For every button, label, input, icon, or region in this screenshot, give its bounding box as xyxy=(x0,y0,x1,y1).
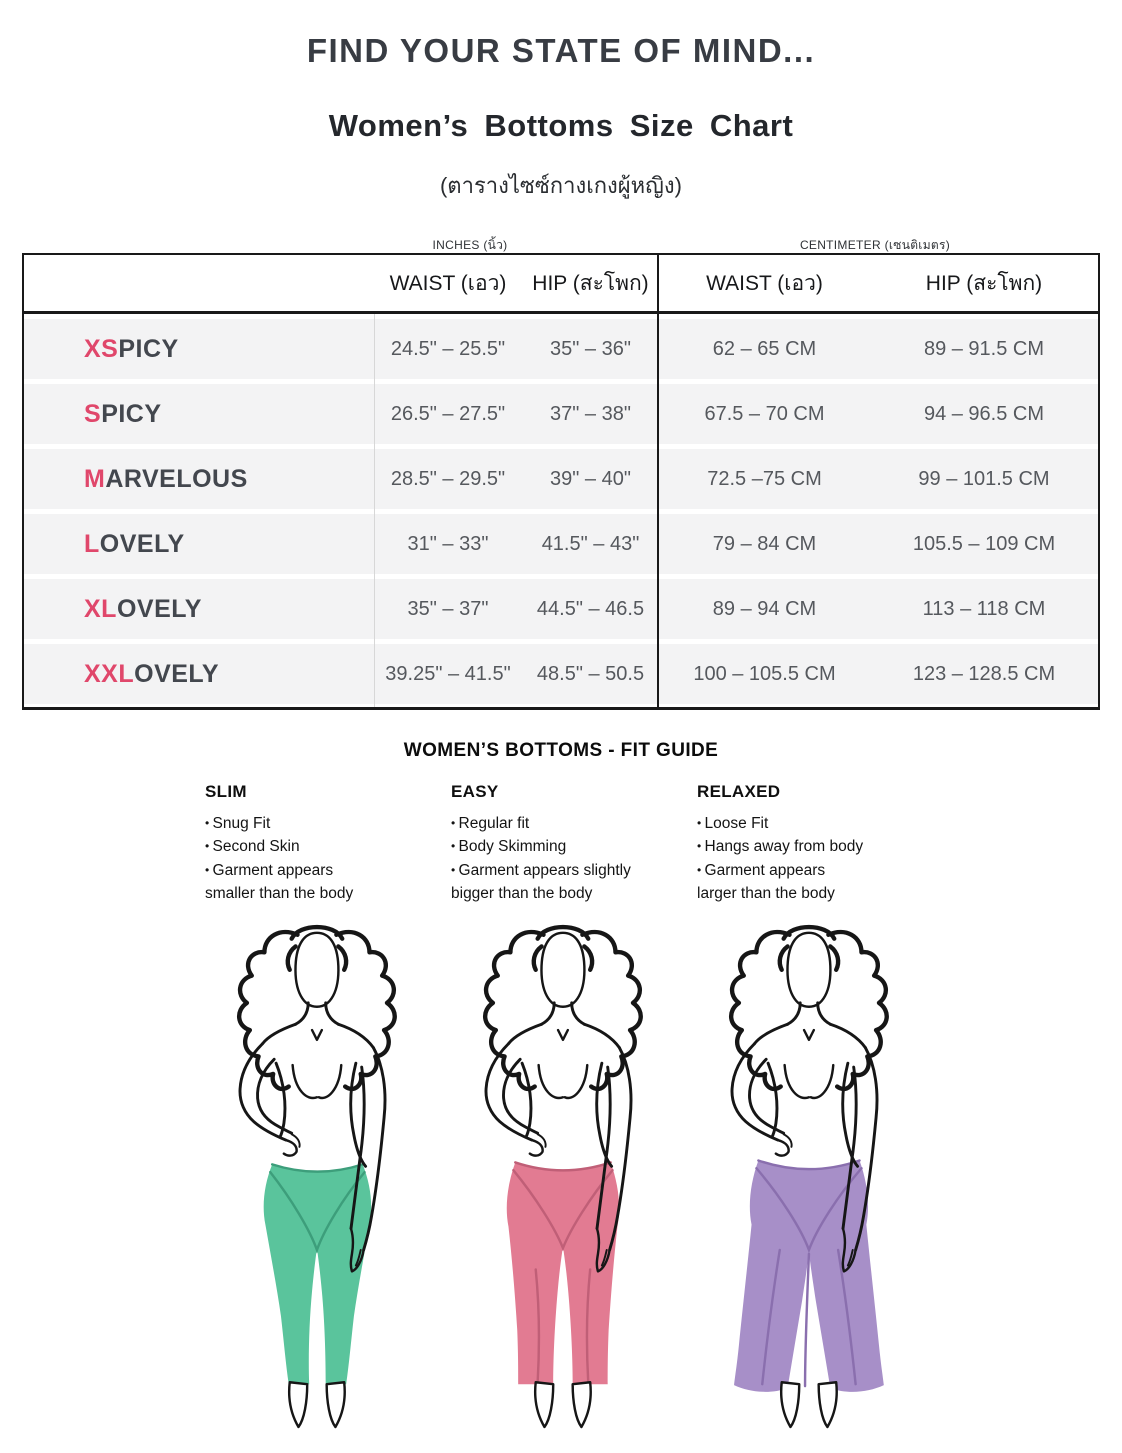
easy-figure-illustration xyxy=(451,919,671,1435)
hip-inches-value: 39" – 40" xyxy=(550,467,631,490)
waist-cm-value: 100 – 105.5 CM xyxy=(693,662,836,685)
size-name-accent: L xyxy=(84,529,100,558)
relaxed-pants-shape xyxy=(734,1160,884,1392)
size-name: LOVELY xyxy=(24,530,374,559)
table-row: XLOVELY 35" – 37" 44.5" – 46.5 89 – 94 C… xyxy=(24,579,1098,639)
table-row: SPICY 26.5" – 27.5" 37" – 38" 67.5 – 70 … xyxy=(24,384,1098,444)
size-name: MARVELOUS xyxy=(24,465,374,494)
fit-name-relaxed: RELAXED xyxy=(697,782,781,801)
fit-column-easy: EASY Regular fit Body Skimming Garment a… xyxy=(451,782,671,1435)
fit-column-relaxed: RELAXED Loose Fit Hangs away from body G… xyxy=(697,782,917,1435)
fit-item: Loose Fit xyxy=(697,812,917,835)
col-header-hip-inches: HIP (สะโพก) xyxy=(532,271,649,295)
hip-inches-value: 35" – 36" xyxy=(550,337,631,360)
size-name-accent: XXL xyxy=(84,659,135,688)
size-name-accent: S xyxy=(84,399,102,428)
fit-item: Garment appears slightly bigger than the… xyxy=(451,859,671,906)
size-name-accent: XS xyxy=(84,334,119,363)
fit-item: Garment appears smaller than the body xyxy=(205,859,425,906)
hip-cm-value: 105.5 – 109 CM xyxy=(912,532,1056,555)
size-name: XXLOVELY xyxy=(24,660,374,689)
hip-inches-value: 37" – 38" xyxy=(550,402,631,425)
size-name-accent: M xyxy=(84,464,106,493)
page-subtitle-thai: (ตารางไซซ์กางเกงผู้หญิง) xyxy=(439,173,682,198)
table-row: XXLOVELY 39.25" – 41.5" 48.5" – 50.5 100… xyxy=(24,644,1098,704)
size-name-rest: OVELY xyxy=(116,594,202,623)
waist-cm-value: 79 – 84 CM xyxy=(712,532,817,555)
fit-guide-section: SLIM Snug Fit Second Skin Garment appear… xyxy=(205,782,917,1435)
waist-cm-value: 89 – 94 CM xyxy=(712,597,817,620)
fit-item: Hangs away from body xyxy=(697,835,917,858)
size-chart-table: WAIST (เอว) HIP (สะโพก) WAIST (เอว) HIP … xyxy=(22,253,1100,710)
page-title: FIND YOUR STATE OF MIND... xyxy=(306,32,816,69)
hip-cm-value: 94 – 96.5 CM xyxy=(923,402,1045,425)
fit-guide-heading: WOMEN’S BOTTOMS - FIT GUIDE xyxy=(403,740,719,761)
size-name: SPICY xyxy=(24,400,374,429)
table-header-row: WAIST (เอว) HIP (สะโพก) WAIST (เอว) HIP … xyxy=(24,255,1098,314)
waist-inches-value: 35" – 37" xyxy=(407,597,489,620)
fit-column-slim: SLIM Snug Fit Second Skin Garment appear… xyxy=(205,782,425,1435)
fit-item: Regular fit xyxy=(451,812,671,835)
col-header-waist-cm: WAIST (เอว) xyxy=(706,271,823,295)
size-chart-infographic: { "page": { "title": "FIND YOUR STATE OF… xyxy=(0,32,1122,1453)
fit-list-easy: Regular fit Body Skimming Garment appear… xyxy=(451,812,671,905)
waist-inches-value: 31" – 33" xyxy=(407,532,489,555)
size-name-rest: PICY xyxy=(101,399,162,428)
size-name-rest: OVELY xyxy=(99,529,185,558)
waist-inches-value: 26.5" – 27.5" xyxy=(390,402,506,425)
waist-cm-value: 72.5 –75 CM xyxy=(707,467,822,490)
hip-inches-value: 41.5" – 43" xyxy=(541,532,640,555)
slim-pants-shape xyxy=(263,1164,372,1385)
size-chart-section: INCHES (นิ้ว) CENTIMETER (เซนติเมตร) WAI… xyxy=(22,238,1100,710)
size-name-rest: ARVELOUS xyxy=(105,464,248,493)
unit-header-centimeter: CENTIMETER (เซนติเมตร) xyxy=(799,238,951,252)
hip-cm-value: 89 – 91.5 CM xyxy=(923,337,1045,360)
size-name: XSPICY xyxy=(24,335,374,364)
page-subtitle: Women’s Bottoms Size Chart xyxy=(328,108,794,143)
fit-item: Body Skimming xyxy=(451,835,671,858)
fit-list-slim: Snug Fit Second Skin Garment appears sma… xyxy=(205,812,425,905)
slim-pants-seams xyxy=(269,1163,366,1254)
hip-cm-value: 123 – 128.5 CM xyxy=(912,662,1056,685)
fit-item: Snug Fit xyxy=(205,812,425,835)
table-row: MARVELOUS 28.5" – 29.5" 39" – 40" 72.5 –… xyxy=(24,449,1098,509)
waist-cm-value: 62 – 65 CM xyxy=(712,337,817,360)
relaxed-pants-seams xyxy=(755,1159,863,1388)
size-name: XLOVELY xyxy=(24,595,374,624)
waist-inches-value: 28.5" – 29.5" xyxy=(390,467,506,490)
relaxed-figure-illustration xyxy=(697,919,917,1435)
col-header-waist-inches: WAIST (เอว) xyxy=(389,271,507,295)
table-row: XSPICY 24.5" – 25.5" 35" – 36" 62 – 65 C… xyxy=(24,319,1098,379)
table-divider-names xyxy=(374,314,375,707)
fit-list-relaxed: Loose Fit Hangs away from body Garment a… xyxy=(697,812,917,905)
fit-name-easy: EASY xyxy=(451,782,499,801)
fit-name-slim: SLIM xyxy=(205,782,247,801)
hip-cm-value: 113 – 118 CM xyxy=(922,597,1046,620)
easy-pants-seams xyxy=(512,1161,614,1384)
slim-figure-illustration xyxy=(205,919,425,1435)
easy-pants-shape xyxy=(506,1162,620,1385)
size-name-accent: XL xyxy=(84,594,117,623)
hip-cm-value: 99 – 101.5 CM xyxy=(918,467,1050,490)
waist-inches-value: 39.25" – 41.5" xyxy=(385,662,511,685)
waist-cm-value: 67.5 – 70 CM xyxy=(704,402,825,425)
size-name-rest: OVELY xyxy=(134,659,220,688)
table-divider-units xyxy=(657,255,659,707)
unit-header-inches: INCHES (นิ้ว) xyxy=(432,238,508,252)
fit-item: Garment appears larger than the body xyxy=(697,859,917,906)
table-row: LOVELY 31" – 33" 41.5" – 43" 79 – 84 CM … xyxy=(24,514,1098,574)
waist-inches-value: 24.5" – 25.5" xyxy=(390,337,506,360)
col-header-hip-cm: HIP (สะโพก) xyxy=(925,271,1043,295)
hip-inches-value: 44.5" – 46.5 xyxy=(536,597,645,620)
hip-inches-value: 48.5" – 50.5 xyxy=(536,662,645,685)
size-name-rest: PICY xyxy=(118,334,179,363)
fit-item: Second Skin xyxy=(205,835,425,858)
